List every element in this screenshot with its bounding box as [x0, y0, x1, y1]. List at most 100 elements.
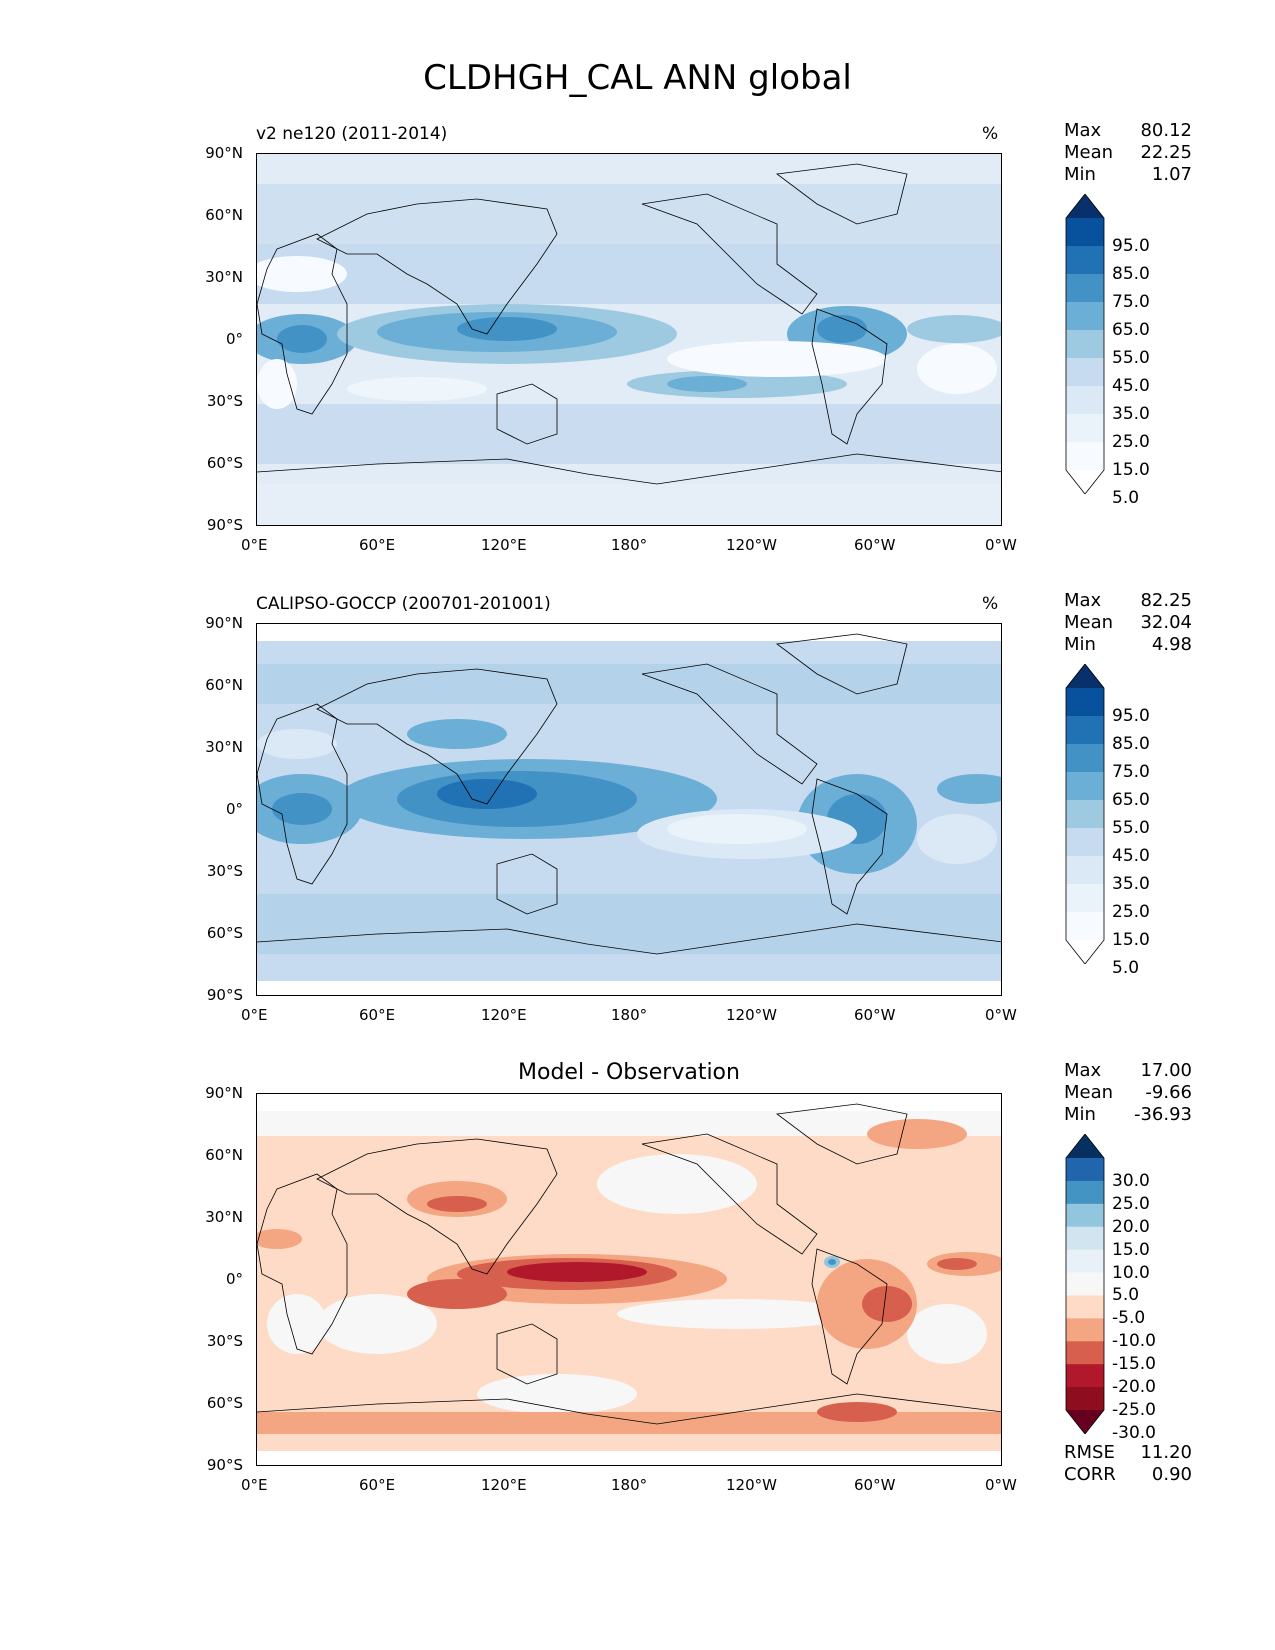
- x-tick: 60°E: [359, 1476, 396, 1494]
- stat-value: 80.12: [1140, 120, 1192, 141]
- y-tick: 90°S: [206, 1456, 243, 1474]
- x-tick: 60°W: [854, 1476, 896, 1494]
- y-tick: 90°S: [206, 986, 243, 1004]
- x-tick: 180°: [611, 1006, 648, 1024]
- colorbar-outline: [1065, 664, 1105, 964]
- x-tick: 60°E: [359, 536, 396, 554]
- x-tick: 60°W: [854, 1006, 896, 1024]
- colorbar-segment: [1066, 386, 1104, 415]
- stat-label: RMSE: [1064, 1442, 1115, 1463]
- colorbar-segment: [1066, 302, 1104, 331]
- colorbar-tick-label: 45.0: [1112, 846, 1150, 866]
- colorbar-tick-label: 15.0: [1112, 930, 1150, 950]
- colorbar-tick-label: 5.0: [1112, 1285, 1140, 1306]
- panel-title: Model - Observation: [518, 1060, 740, 1085]
- colorbar-tick-label: 85.0: [1112, 734, 1150, 754]
- colorbar-tick-label: 55.0: [1112, 348, 1150, 368]
- colorbar-segment: [1066, 442, 1104, 471]
- colorbar-tick-label: 15.0: [1112, 460, 1150, 480]
- stat-label: Min: [1064, 164, 1096, 185]
- colorbar-tick-label: 25.0: [1112, 902, 1150, 922]
- colorbar-segment: [1066, 358, 1104, 387]
- colorbar: [1065, 664, 1105, 964]
- stats-block: Max 17.00 Mean -9.66 Min -36.93: [1064, 1060, 1192, 1126]
- colorbar-segment: [1066, 772, 1104, 801]
- y-tick: 0°: [225, 800, 243, 818]
- stat-label: Min: [1064, 634, 1096, 655]
- stat-label: Mean: [1064, 612, 1114, 633]
- y-tick: 30°N: [205, 1208, 243, 1226]
- colorbar-segment: [1066, 1180, 1104, 1205]
- colorbar-tick-label: 75.0: [1112, 292, 1150, 312]
- stat-value: 4.98: [1151, 634, 1192, 655]
- colorbar: [1065, 194, 1105, 494]
- colorbar-extend-top: [1066, 194, 1104, 218]
- map-model: [256, 153, 1002, 526]
- x-tick: 120°W: [726, 536, 777, 554]
- colorbar-outline: [1065, 1134, 1105, 1434]
- colorbar-segment: [1066, 1249, 1104, 1274]
- stat-value: 1.07: [1151, 164, 1192, 185]
- y-tick: 30°N: [205, 738, 243, 756]
- stat-label: Min: [1064, 1104, 1096, 1125]
- colorbar-tick-label: 95.0: [1112, 706, 1150, 726]
- stat-value: -36.93: [1133, 1104, 1192, 1125]
- colorbar-tick-label: 85.0: [1112, 264, 1150, 284]
- x-tick: 0°W: [985, 1476, 1017, 1494]
- colorbar-extend-top: [1066, 664, 1104, 688]
- x-tick: 0°E: [241, 1006, 268, 1024]
- y-tick: 60°S: [206, 924, 243, 942]
- stat-value: 11.20: [1140, 1442, 1192, 1463]
- colorbar-tick-label: 10.0: [1112, 1262, 1150, 1283]
- stat-value: -9.66: [1145, 1082, 1192, 1103]
- colorbar-segment: [1066, 1364, 1104, 1388]
- panel-title: CALIPSO-GOCCP (200701-201001): [256, 594, 551, 614]
- colorbar-tick-label: 55.0: [1112, 818, 1150, 838]
- colorbar-tick-label: 95.0: [1112, 236, 1150, 256]
- map-svg: [257, 624, 1001, 995]
- units-label: %: [982, 124, 999, 144]
- x-tick: 120°E: [481, 536, 527, 554]
- stat-label: Mean: [1064, 142, 1114, 163]
- x-tick: 0°E: [241, 536, 268, 554]
- x-tick: 120°E: [481, 1476, 527, 1494]
- y-tick: 60°S: [206, 454, 243, 472]
- colorbar-tick-label: 15.0: [1112, 1239, 1150, 1260]
- colorbar-extend-bottom: [1066, 470, 1104, 494]
- map-svg: [257, 154, 1001, 525]
- x-tick: 180°: [611, 536, 648, 554]
- panel-title: v2 ne120 (2011-2014): [256, 124, 448, 144]
- y-tick: 0°: [225, 330, 243, 348]
- x-tick: 60°W: [854, 536, 896, 554]
- stats-block: Max 80.12 Mean 22.25 Min 1.07: [1064, 120, 1192, 186]
- colorbar-tick-label: 25.0: [1112, 432, 1150, 452]
- colorbar-segment: [1066, 1318, 1104, 1342]
- x-tick: 120°W: [726, 1006, 777, 1024]
- colorbar-tick-label: -25.0: [1112, 1400, 1156, 1420]
- colorbar-segment: [1066, 744, 1104, 773]
- stat-value: 0.90: [1151, 1464, 1192, 1485]
- colorbar-tick-label: -20.0: [1112, 1377, 1156, 1398]
- y-tick: 90°N: [205, 144, 243, 162]
- x-tick: 60°E: [359, 1006, 396, 1024]
- colorbar-segment: [1066, 1387, 1104, 1411]
- colorbar-segment: [1066, 330, 1104, 359]
- units-label: %: [982, 594, 999, 614]
- y-tick: 60°N: [205, 676, 243, 694]
- map-difference: [256, 1093, 1002, 1466]
- colorbar-segment: [1066, 1341, 1104, 1365]
- colorbar-tick-label: 75.0: [1112, 762, 1150, 782]
- panel-difference: Model - Observation: [0, 1060, 1275, 1530]
- colorbar-tick-label: 25.0: [1112, 1193, 1150, 1214]
- stat-value: 32.04: [1140, 612, 1192, 633]
- colorbar-tick-label: 35.0: [1112, 874, 1150, 894]
- x-tick: 180°: [611, 1476, 648, 1494]
- colorbar-tick-label: 45.0: [1112, 376, 1150, 396]
- y-tick: 60°S: [206, 1394, 243, 1412]
- colorbar-tick-label: -10.0: [1112, 1331, 1156, 1352]
- colorbar-tick-label: 5.0: [1112, 958, 1140, 978]
- colorbar-segment: [1066, 1295, 1104, 1319]
- colorbar-segment: [1066, 414, 1104, 443]
- y-tick: 90°N: [205, 1084, 243, 1102]
- y-tick: 0°: [225, 1270, 243, 1288]
